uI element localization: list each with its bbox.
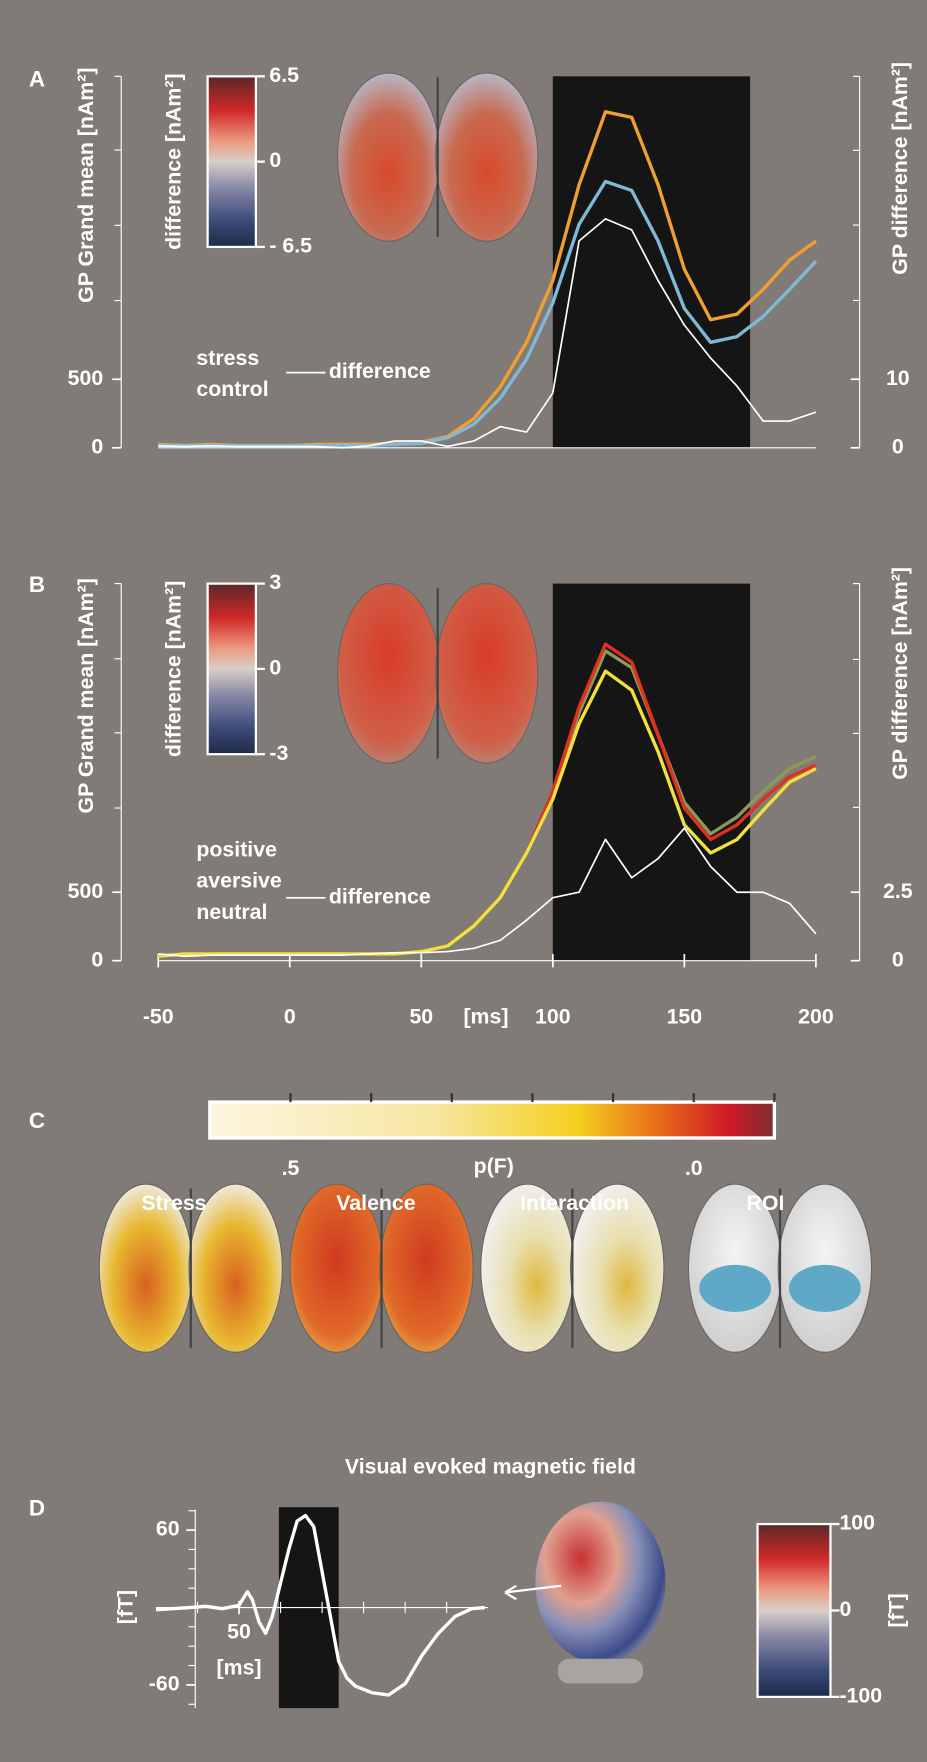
colorbar (206, 582, 258, 756)
colorbar (756, 1522, 832, 1699)
brain-roi (788, 1264, 861, 1312)
panel-label: B (29, 572, 45, 597)
y-tick-label: 500 (68, 879, 104, 903)
brain-label: Stress (141, 1191, 206, 1215)
colorbar-label: p(F) (474, 1154, 514, 1178)
x-tick-label: -50 (143, 1005, 174, 1029)
y-tick-label: 500 (68, 366, 104, 390)
x-tick-label: 200 (798, 1005, 834, 1029)
colorbar-tick-label: .5 (282, 1156, 300, 1180)
chart-title: Visual evoked magnetic field (345, 1455, 636, 1479)
y-axis-label: [fT] (113, 1590, 137, 1624)
legend-label: difference (329, 884, 431, 908)
brain-hemisphere (336, 72, 441, 242)
series-line (155, 1513, 485, 1697)
colorbar-tick-label: 0 (839, 1597, 851, 1621)
colorbar (208, 1100, 777, 1140)
x-axis-label: [ms] (217, 1655, 262, 1679)
highlight-window (552, 76, 751, 448)
brain-hemisphere (570, 1183, 665, 1353)
panel-label: D (29, 1495, 45, 1520)
highlight-window (552, 583, 751, 961)
y2-tick-label: 10 (886, 366, 910, 390)
colorbar-tick-label: 0 (269, 148, 281, 172)
x-tick-label: 50 (409, 1005, 433, 1029)
legend-label: aversive (196, 869, 281, 893)
x-tick-label: 100 (535, 1005, 571, 1029)
legend-label: neutral (196, 900, 267, 924)
colorbar-label: difference [nAm²] (162, 73, 186, 249)
brain-hemisphere (188, 1183, 283, 1353)
head-neck (557, 1658, 644, 1684)
y2-tick-label: 2.5 (883, 879, 913, 903)
y-tick-label: -60 (149, 1672, 180, 1696)
y2-axis-label: GP difference [nAm²] (888, 567, 912, 780)
colorbar-tick-label: -3 (269, 741, 288, 765)
y-axis-label: GP Grand mean [nAm²] (74, 68, 98, 303)
arrow (504, 1584, 562, 1594)
colorbar-label: difference [nAm²] (162, 581, 186, 757)
brain-label: Valence (336, 1191, 416, 1215)
y2-axis-label: GP difference [nAm²] (888, 62, 912, 275)
head-map (535, 1501, 666, 1664)
colorbar-tick-label: 3 (269, 570, 281, 594)
colorbar-tick-label: -100 (839, 1684, 882, 1708)
x-tick-label: 50 (227, 1620, 251, 1644)
series-line (158, 179, 818, 448)
y2-tick-label: 0 (892, 434, 904, 458)
brain-hemisphere (435, 72, 539, 242)
legend-label: control (196, 377, 268, 401)
colorbar-tick-label: 6.5 (269, 63, 299, 87)
x-tick-label: 150 (667, 1005, 703, 1029)
y-tick-label: 60 (156, 1517, 180, 1541)
brain-hemisphere (379, 1183, 474, 1353)
colorbar (206, 75, 258, 249)
y-axis-label: GP Grand mean [nAm²] (74, 578, 98, 813)
x-axis-label: [ms] (463, 1005, 508, 1029)
series-line (158, 218, 817, 449)
series-line (158, 669, 817, 958)
series-line (158, 827, 817, 958)
brain-hemisphere (336, 583, 441, 764)
brain-label: Interaction (520, 1191, 629, 1215)
panel-label: C (29, 1108, 45, 1133)
legend-label: stress (196, 346, 259, 370)
legend-label: difference (329, 359, 431, 383)
x-tick-label: 0 (284, 1005, 296, 1029)
colorbar-tick-label: 100 (839, 1511, 875, 1535)
brain-label: ROI (746, 1191, 784, 1215)
y2-tick-label: 0 (892, 947, 904, 971)
brain-hemisphere (435, 583, 539, 764)
colorbar-tick-label: .0 (685, 1156, 703, 1180)
y-tick-label: 0 (91, 434, 103, 458)
colorbar-label: [fT] (884, 1593, 908, 1627)
colorbar-tick-label: - 6.5 (269, 234, 312, 258)
legend-label: positive (196, 837, 277, 861)
y-tick-label: 0 (91, 947, 103, 971)
brain-roi (699, 1264, 772, 1312)
arrow-head (504, 1584, 517, 1601)
panel-label: A (29, 67, 45, 92)
colorbar-tick-label: 0 (269, 656, 281, 680)
brain-images (98, 72, 873, 1684)
